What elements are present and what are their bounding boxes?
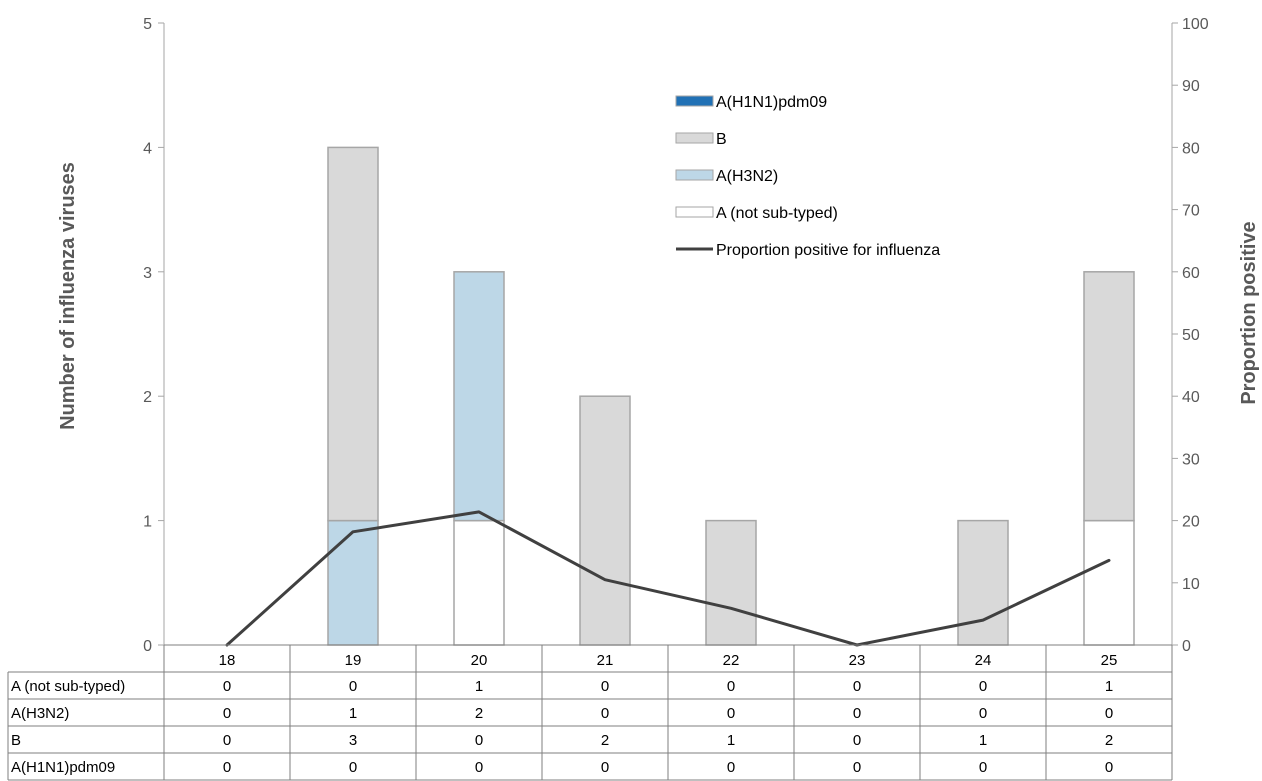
table-row-label: A(H1N1)pdm09 [11,759,115,776]
table-cell-value: 2 [601,732,609,749]
bar-segment [579,395,631,646]
bar-segment [957,519,1009,646]
table-cell-value: 0 [1105,759,1113,776]
table-cell-value: 0 [853,759,861,776]
y-tick-label: 2 [143,389,152,406]
y-tick-label: 4 [143,140,152,157]
bar-segment [453,271,505,522]
legend-label: B [716,131,727,148]
y2-tick-label: 70 [1182,203,1200,220]
table-cell-value: 0 [601,678,609,695]
legend: A(H1N1)pdm09 B A(H3N2) A (not sub-typed) Pro… [675,94,940,259]
table-cell-value: 0 [475,759,483,776]
x-category-label: 24 [975,652,992,669]
y-tick-label: 3 [143,265,152,282]
y2-tick-label: 20 [1182,514,1200,531]
table-cell-value: 0 [727,759,735,776]
y2-axis-label: Proportion positive [1238,221,1260,404]
data-table: 18 19 20 21 22 23 24 25A (not sub-typed) 0 0 1 0 0 0 0… [7,644,1173,781]
y-tick-label: 5 [143,16,152,33]
table-cell-value: 0 [727,678,735,695]
legend-swatch [675,95,714,107]
table-cell-value: 1 [979,732,987,749]
bar-segment [327,146,379,522]
table-cell-value: 0 [349,678,357,695]
table-cell-value: 0 [727,705,735,722]
y2-tick-label: 90 [1182,78,1200,95]
table-cell-value: 1 [727,732,735,749]
table-cell-value: 1 [475,678,483,695]
table-cell-value: 0 [223,678,231,695]
legend-label: A(H1N1)pdm09 [716,94,827,111]
table-cell-value: 0 [223,759,231,776]
y2-tick-label: 50 [1182,327,1200,344]
table-cell-value: 2 [475,705,483,722]
y-tick-label: 0 [143,638,152,655]
bar-segment [1083,519,1135,646]
legend-swatch [675,169,714,181]
x-category-label: 21 [597,652,614,669]
table-cell-value: 3 [349,732,357,749]
table-cell-value: 1 [1105,678,1113,695]
table-cell-value: 0 [601,705,609,722]
table-cell-value: 0 [853,705,861,722]
table-cell-value: 1 [349,705,357,722]
bar-segment [1083,271,1135,522]
y2-tick-label: 10 [1182,576,1200,593]
table-cell-value: 0 [1105,705,1113,722]
table-cell-value: 0 [601,759,609,776]
legend-label: A (not sub-typed) [716,205,838,222]
table-cell-value: 0 [475,732,483,749]
legend-label: Proportion positive for influenza [716,242,940,259]
table-cell-value: 0 [853,678,861,695]
table-row-label: A (not sub-typed) [11,678,125,695]
table-row-label: A(H3N2) [11,705,69,722]
bar-segment [453,519,505,646]
y-axis-label: Number of influenza viruses [57,162,79,430]
y2-tick-label: 60 [1182,265,1200,282]
legend-label: A(H3N2) [716,168,778,185]
table-cell-value: 0 [223,705,231,722]
x-category-label: 19 [345,652,362,669]
table-cell-value: 0 [979,705,987,722]
table-row-label: B [11,732,21,749]
bar-segment [705,519,757,646]
y2-tick-label: 30 [1182,451,1200,468]
x-category-label: 18 [219,652,236,669]
proportion-line [225,510,1111,647]
x-category-label: 22 [723,652,740,669]
y2-tick-label: 0 [1182,638,1191,655]
legend-swatch [675,206,714,218]
table-cell-value: 0 [853,732,861,749]
bar-segment [327,519,379,646]
y2-tick-label: 80 [1182,140,1200,157]
x-category-label: 20 [471,652,488,669]
x-category-label: 23 [849,652,866,669]
table-cell-value: 0 [223,732,231,749]
y-tick-label: 1 [143,514,152,531]
legend-swatch [675,132,714,144]
y2-tick-label: 40 [1182,389,1200,406]
table-cell-value: 0 [979,678,987,695]
table-cell-value: 2 [1105,732,1113,749]
table-cell-value: 0 [349,759,357,776]
bars-layer [327,146,1135,646]
table-cell-value: 0 [979,759,987,776]
y2-tick-label: 100 [1182,16,1209,33]
x-category-label: 25 [1101,652,1118,669]
